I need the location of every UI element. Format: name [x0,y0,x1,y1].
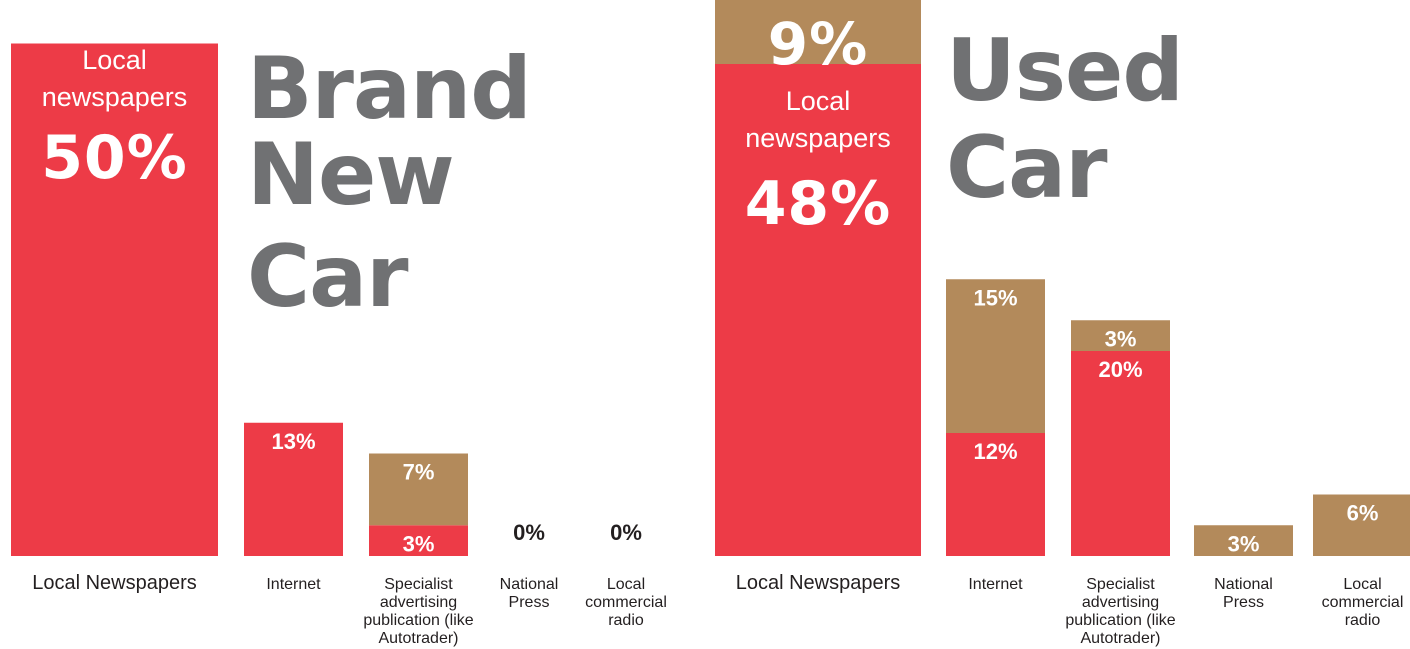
chart-title-line: New [247,125,454,225]
bar-segment [369,453,468,526]
category-label: National [500,576,559,593]
category-label: Local Newspapers [32,572,197,594]
bar-segment [946,279,1045,433]
bar-value-label: 13% [271,429,315,454]
category-label: commercial [1322,594,1404,611]
bar-inner-label: newspapers [42,82,188,112]
category-label: publication (like [363,612,473,629]
bar-segment [715,64,921,556]
category-label: Internet [266,576,321,593]
category-label: commercial [585,594,667,611]
bar-value-label: 9% [768,10,868,78]
category-label: radio [1345,612,1381,629]
bar-value-label: 48% [745,169,892,239]
bar-value-label: 0% [513,520,545,545]
bar-segment [244,422,343,556]
bar-inner-label: newspapers [745,123,891,153]
category-label: Press [509,594,550,611]
category-label: Press [1223,594,1264,611]
chart-title-line: Brand [247,39,531,139]
bar-value-label: 0% [610,520,642,545]
category-label: Specialist [384,576,453,593]
bar-value-label: 12% [973,439,1017,464]
bar-segment [11,43,218,556]
category-label: National [1214,576,1273,593]
bar-value-label: 3% [403,531,435,556]
bar-segment [946,433,1045,556]
bar-segment [715,0,921,64]
bar-inner-label: Local [82,45,147,75]
bar-value-label: 6% [1347,501,1379,526]
bar-segment [1071,351,1170,556]
chart-title-line: Used [946,21,1183,121]
category-label: Internet [968,576,1023,593]
bar-inner-label: Local [786,86,851,116]
bar-segment [369,525,468,556]
bar-segment [1313,494,1410,556]
category-label: advertising [1082,594,1159,611]
category-label: Autotrader) [378,630,458,647]
category-label: Autotrader) [1080,630,1160,647]
category-label: advertising [380,594,457,611]
category-label: Local [607,576,645,593]
category-label: Local [1343,576,1381,593]
category-label: Local Newspapers [736,572,901,594]
bar-value-label: 7% [403,460,435,485]
category-label: publication (like [1065,612,1175,629]
bar-value-label: 15% [973,285,1017,310]
bar-value-label: 3% [1228,531,1260,556]
chart-title-line: Car [247,227,409,327]
bar-segment [1071,320,1170,351]
bar-value-label: 20% [1098,357,1142,382]
bar-value-label: 50% [41,123,188,193]
chart-title-line: Car [946,118,1108,218]
bar-value-label: 3% [1105,326,1137,351]
bar-segment [1194,525,1293,556]
category-label: Specialist [1086,576,1155,593]
category-label: radio [608,612,644,629]
